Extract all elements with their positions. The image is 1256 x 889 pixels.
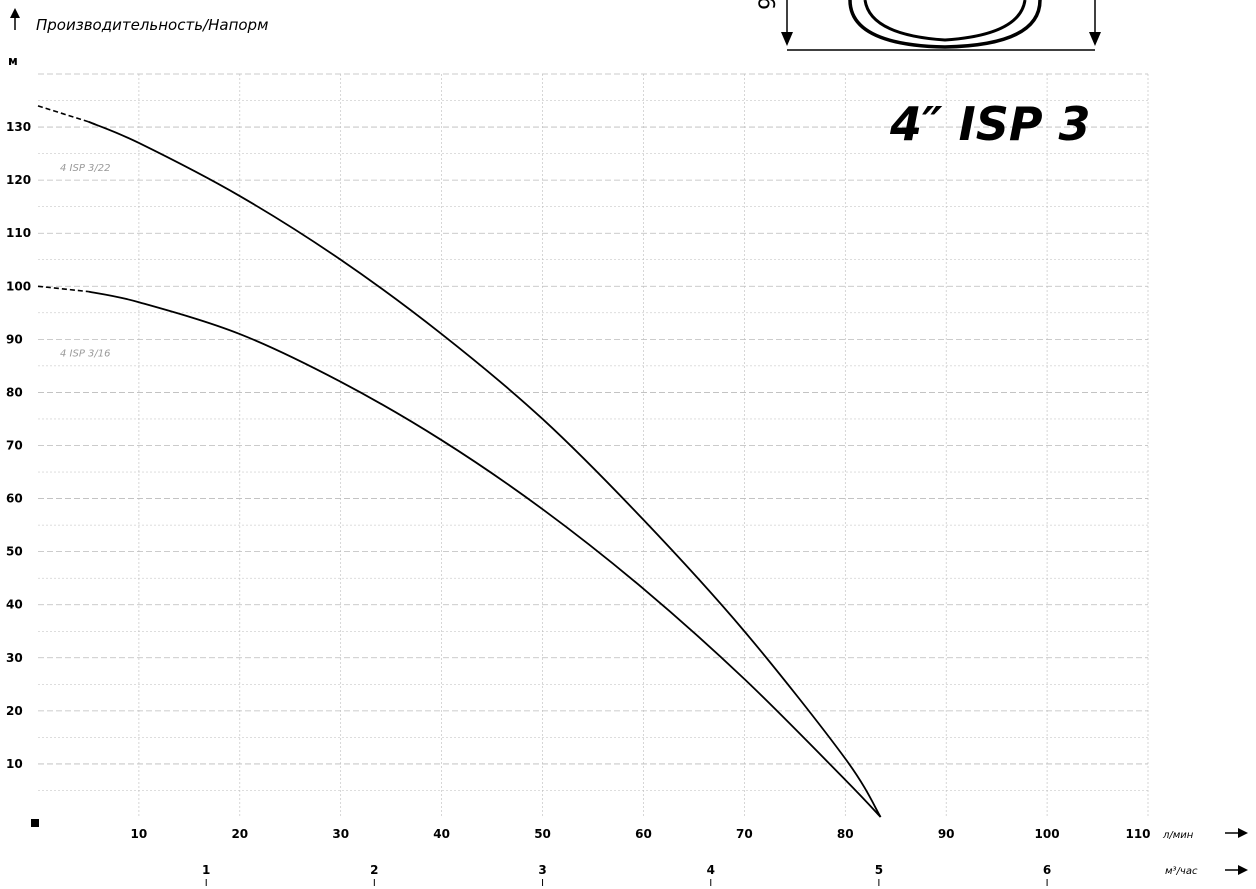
x2-tick-label: 6: [1043, 863, 1051, 877]
y-tick-label: 30: [6, 651, 23, 665]
y-tick-label: 120: [6, 173, 31, 187]
x-tick-label: 70: [736, 827, 753, 841]
x2-tick-label: 1: [202, 863, 210, 877]
x2-axis-arrow-icon: [1225, 865, 1248, 875]
y-axis-unit: м: [8, 54, 18, 68]
y-tick-label: 100: [6, 279, 31, 293]
y-tick-label: 130: [6, 120, 31, 134]
x-tick-label: 110: [1125, 827, 1150, 841]
grid-lines: [38, 73, 1149, 817]
x-tick-label: 80: [837, 827, 854, 841]
y-tick-label: 20: [6, 704, 23, 718]
y-tick-label: 110: [6, 226, 31, 240]
x2-tick-label: 5: [875, 863, 883, 877]
y-tick-label: 90: [6, 332, 23, 346]
y-axis-title: Производительность/Напорм: [36, 16, 268, 34]
x-tick-label: 100: [1035, 827, 1060, 841]
x-tick-labels: 10 20 30 40 50 60 70 80 90 100 110: [131, 827, 1151, 841]
y-tick-label: 10: [6, 757, 23, 771]
curve-2-dashed-segment: [37, 285, 89, 293]
y-tick-label: 50: [6, 545, 23, 559]
x-tick-label: 90: [938, 827, 955, 841]
y-tick-label: 40: [6, 598, 23, 612]
x2-axis-unit: м³/час: [1165, 866, 1198, 877]
curve-2-solid-segment: [88, 290, 882, 818]
curve-1-solid-segment: [88, 120, 882, 818]
y-tick-label: 80: [6, 385, 23, 399]
series-label: 4 ISP 3/22: [60, 163, 111, 174]
x2-tick-label: 4: [707, 863, 715, 877]
x-tick-label: 20: [231, 827, 248, 841]
y-tick-label: 70: [6, 439, 23, 453]
x2-tick-label: 2: [370, 863, 378, 877]
x2-tick-labels: 1 2 3 4 5 6: [202, 863, 1051, 886]
y-axis-arrow: [10, 8, 20, 30]
y-tick-label: 60: [6, 492, 23, 506]
chart-title: 4″ ISP 3: [889, 97, 1091, 151]
performance-curves: [37, 105, 882, 818]
svg-text:9: 9: [756, 0, 781, 10]
x-tick-label: 30: [332, 827, 349, 841]
x-tick-label: 10: [131, 827, 148, 841]
series-labels: 4 ISP 3/22 4 ISP 3/16: [60, 163, 111, 359]
x-axis-arrow-icon: [1225, 828, 1248, 838]
curve-1-dashed-segment: [37, 105, 89, 123]
x-tick-label: 50: [534, 827, 551, 841]
x-axis-unit-lpm: л/мин: [1162, 830, 1194, 841]
pump-diameter-diagram: 9: [756, 0, 1101, 51]
x-tick-label: 40: [433, 827, 450, 841]
origin-marker: [31, 819, 39, 827]
x2-tick-label: 3: [538, 863, 546, 877]
series-label: 4 ISP 3/16: [60, 348, 111, 359]
y-tick-labels: 10 20 30 40 50 60 70 80 90 100 110 120 130: [6, 120, 31, 771]
x-tick-label: 60: [635, 827, 652, 841]
